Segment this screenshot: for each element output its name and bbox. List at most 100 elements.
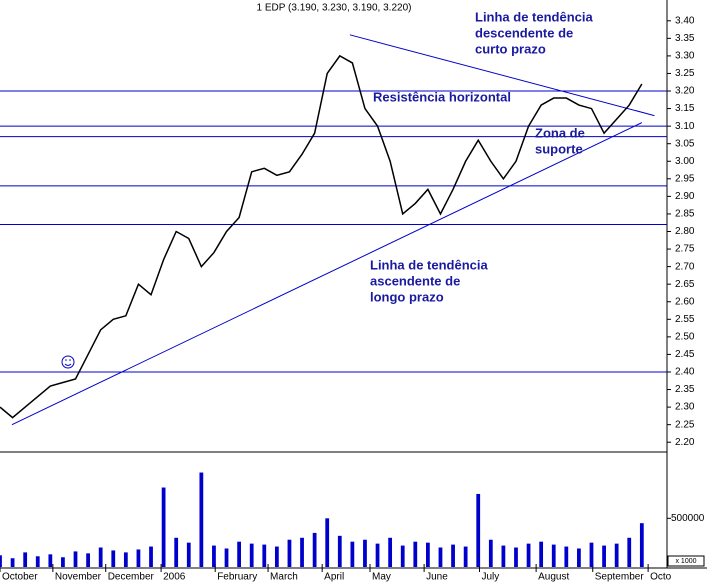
volume-bar xyxy=(123,552,128,567)
x-tick-label: June xyxy=(426,572,448,582)
volume-bar xyxy=(627,537,632,567)
y-tick-label: 2.70 xyxy=(675,261,695,272)
volume-bar xyxy=(577,548,581,567)
annotation: Zona de xyxy=(535,125,585,140)
y-tick-label: 3.15 xyxy=(675,103,695,114)
y-tick-label: 3.20 xyxy=(675,86,695,97)
y-tick-label: 500000 xyxy=(671,513,705,524)
x-tick-label: 2006 xyxy=(163,572,186,582)
volume-bar xyxy=(589,542,594,567)
x-tick-label: October xyxy=(2,572,38,582)
volume-bar xyxy=(174,537,179,567)
y-tick-label: 2.65 xyxy=(675,279,695,290)
unit-label: x 1000 xyxy=(675,558,696,565)
x-tick-label: February xyxy=(217,572,257,582)
x-tick-label: Octo xyxy=(650,572,672,582)
volume-bar xyxy=(10,558,15,567)
volume-bar xyxy=(539,541,544,567)
volume-bar xyxy=(375,543,380,567)
volume-bar xyxy=(212,545,216,567)
y-tick-label: 3.25 xyxy=(675,68,695,79)
volume-bar xyxy=(312,532,317,567)
annotation: curto prazo xyxy=(475,41,546,56)
volume-bar xyxy=(48,554,53,567)
y-tick-label: 2.25 xyxy=(675,419,695,430)
volume-bar xyxy=(249,543,254,567)
y-tick-label: 3.10 xyxy=(675,121,695,132)
chart-title: 1 EDP (3.190, 3.230, 3.190, 3.220) xyxy=(257,3,412,14)
y-tick-label: 2.40 xyxy=(675,367,695,378)
volume-bar xyxy=(413,541,418,567)
volume-bar xyxy=(287,539,292,567)
volume-bar xyxy=(501,545,506,567)
volume-bar xyxy=(111,550,116,567)
price-line xyxy=(0,54,643,419)
y-tick-label: 3.30 xyxy=(675,51,695,62)
volume-bar xyxy=(463,546,468,567)
trend-line xyxy=(349,34,655,117)
volume-bar xyxy=(325,518,330,567)
volume-bar xyxy=(639,523,644,567)
volume-bar xyxy=(274,546,279,567)
annotation: Resistência horizontal xyxy=(373,89,511,104)
volume-bar xyxy=(551,544,556,567)
volume-bar xyxy=(86,553,90,567)
annotation: longo prazo xyxy=(370,289,444,304)
annotation: descendente de xyxy=(475,25,573,40)
volume-bar xyxy=(476,493,481,567)
volume-bar xyxy=(224,548,229,567)
y-tick-label: 3.00 xyxy=(675,156,695,167)
volume-bar xyxy=(564,546,569,567)
y-tick-label: 2.55 xyxy=(675,314,695,325)
volume-bar xyxy=(98,547,103,567)
y-tick-label: 2.85 xyxy=(675,209,695,220)
y-tick-label: 3.35 xyxy=(675,33,695,44)
x-tick-label: August xyxy=(538,572,569,582)
volume-bar xyxy=(61,557,65,567)
volume-bar xyxy=(186,542,191,567)
volume-bar xyxy=(350,541,355,567)
annotation: Linha de tendência xyxy=(370,257,489,272)
volume-bar xyxy=(388,537,393,567)
trend-line xyxy=(11,122,643,426)
volume-bar xyxy=(237,541,242,567)
unit-box xyxy=(667,555,705,567)
annotation: Linha de tendência xyxy=(475,9,594,24)
y-tick-label: 2.50 xyxy=(675,332,695,343)
volume-bar xyxy=(400,545,405,567)
volume-bar xyxy=(614,543,619,567)
volume-bar xyxy=(199,472,204,567)
y-tick-label: 2.45 xyxy=(675,349,695,360)
y-tick-label: 2.30 xyxy=(675,402,695,413)
y-tick-label: 2.90 xyxy=(675,191,695,202)
volume-bar xyxy=(73,551,78,567)
volume-bar xyxy=(438,547,443,567)
y-tick-label: 2.95 xyxy=(675,173,695,184)
x-tick-label: May xyxy=(372,572,391,582)
y-tick-label: 3.05 xyxy=(675,138,695,149)
x-tick-label: September xyxy=(595,572,645,582)
y-tick-label: 2.75 xyxy=(675,244,695,255)
annotation: suporte xyxy=(535,141,583,156)
volume-bar xyxy=(149,546,153,567)
volume-bar xyxy=(488,539,493,567)
volume-bar xyxy=(300,537,304,567)
y-tick-label: 3.40 xyxy=(675,15,695,26)
y-tick-label: 2.60 xyxy=(675,296,695,307)
volume-bar xyxy=(161,487,166,567)
x-tick-label: March xyxy=(270,572,298,582)
x-tick-label: November xyxy=(55,572,102,582)
volume-bar xyxy=(23,552,28,567)
volume-bar xyxy=(0,555,2,567)
smiley-icon xyxy=(61,355,75,369)
volume-bar xyxy=(451,544,455,567)
x-tick-label: April xyxy=(324,572,344,582)
volume-bar xyxy=(337,535,342,567)
volume-bar xyxy=(425,542,430,567)
volume-bar xyxy=(526,543,531,567)
volume-bar xyxy=(35,556,40,567)
y-tick-label: 2.35 xyxy=(675,384,695,395)
x-tick-label: July xyxy=(481,572,499,582)
